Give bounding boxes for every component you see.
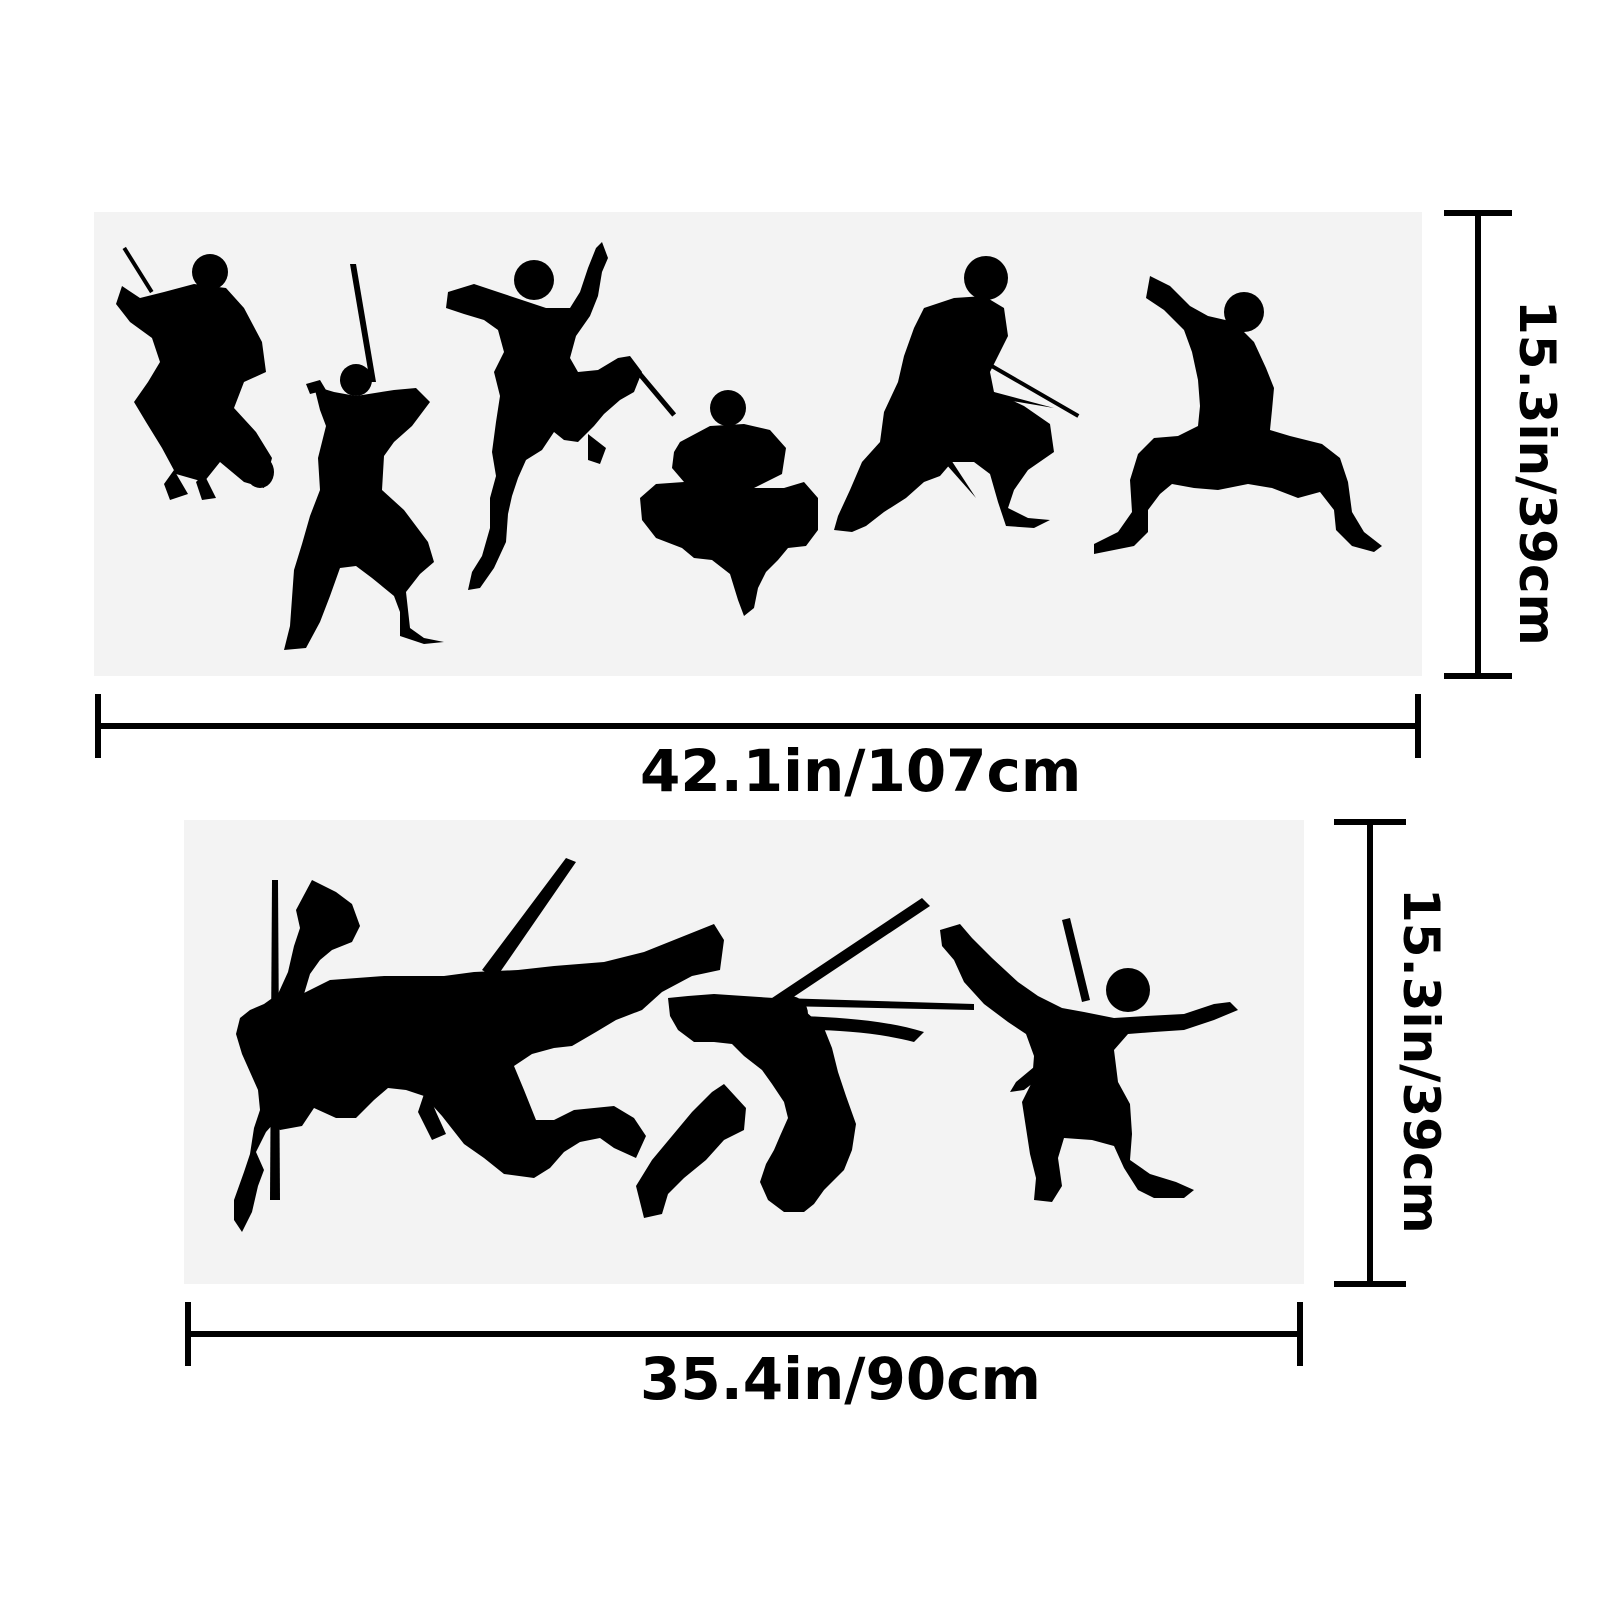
height-label-bottom: 15.3in/39cm — [1392, 888, 1450, 1234]
decal-sheet-top — [94, 212, 1422, 676]
ninja-silhouette-7 — [234, 858, 724, 1232]
ninja-silhouette-6 — [952, 276, 1382, 554]
ninja-silhouettes-top — [116, 242, 1382, 650]
ninja-silhouette-3 — [446, 242, 642, 590]
ninja-silhouette-9 — [940, 918, 1238, 1202]
ninja-silhouettes-bottom — [234, 858, 1238, 1232]
ninja-silhouette-2 — [284, 264, 444, 650]
ninja-silhouette-1 — [116, 246, 274, 500]
decal-sheet-bottom — [184, 820, 1304, 1284]
ninja-silhouette-5 — [834, 256, 1054, 532]
ninja-silhouette-8 — [636, 898, 974, 1218]
width-label-top: 42.1in/107cm — [640, 737, 1082, 805]
width-label-bottom: 35.4in/90cm — [640, 1345, 1041, 1413]
ninja-silhouette-4 — [624, 356, 818, 616]
height-label-top: 15.3in/39cm — [1508, 300, 1566, 646]
